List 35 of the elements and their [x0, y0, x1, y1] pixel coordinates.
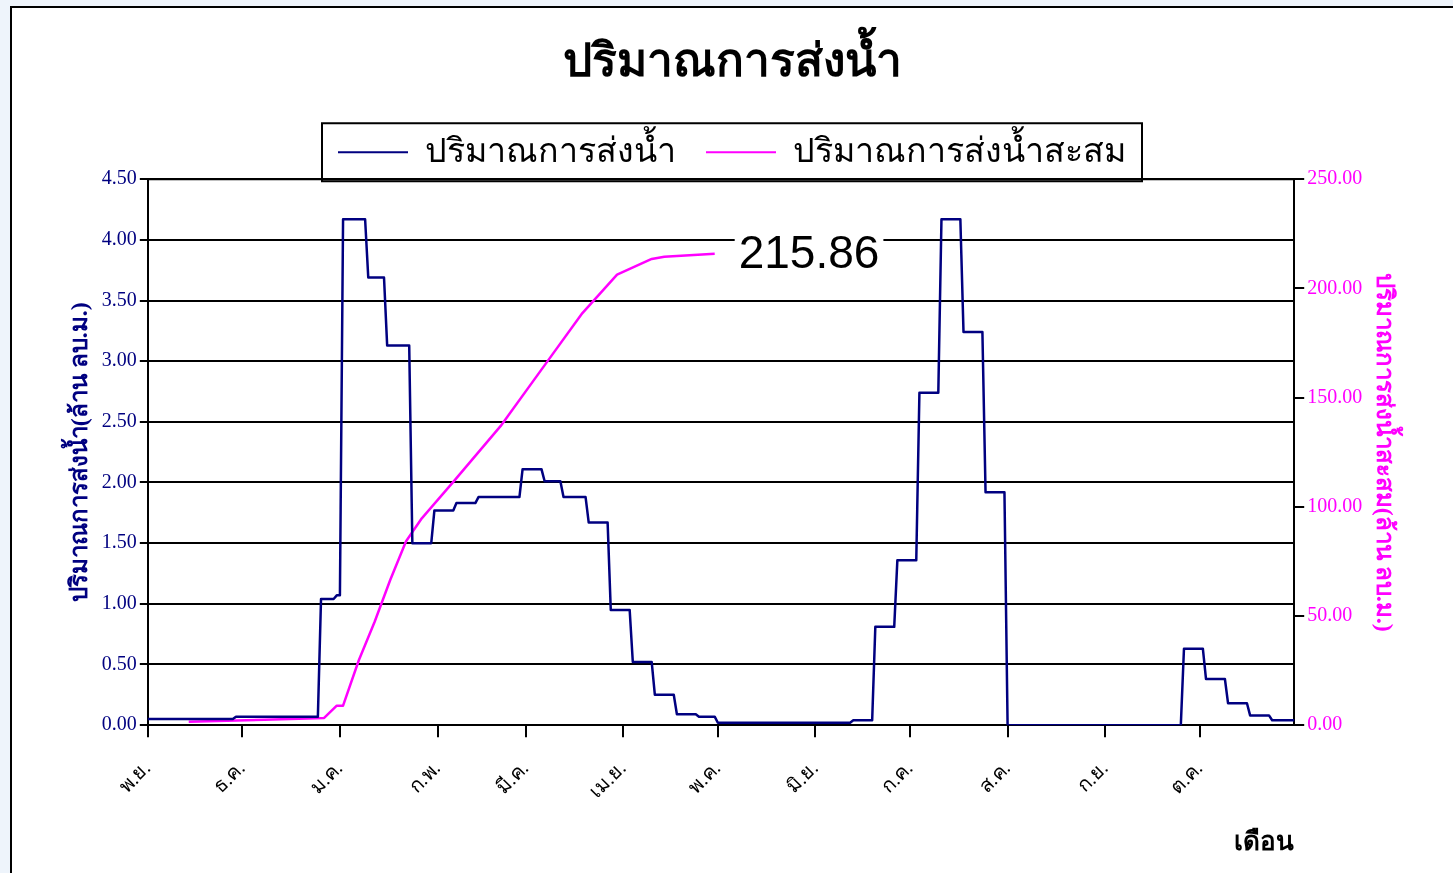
y-tick-label: 1.00 [101, 591, 137, 614]
y2-tick-label: 0.00 [1307, 712, 1343, 735]
x-tick-label: ก.พ. [403, 756, 445, 797]
chart-title: ปริมาณการส่งน้ำ [562, 26, 902, 87]
legend-label: ปริมาณการส่งน้ำสะสม [793, 125, 1126, 169]
y2-tick-label: 50.00 [1307, 603, 1353, 626]
legend-label: ปริมาณการส่งน้ำ [425, 125, 676, 169]
x-tick-label: พ.ย. [114, 756, 155, 797]
y-tick-label: 2.00 [101, 469, 137, 492]
x-tick-label: พ.ค. [683, 756, 725, 798]
y-tick-label: 4.50 [101, 166, 137, 189]
y-tick-label: 4.00 [101, 227, 137, 250]
y2-tick-label: 150.00 [1307, 384, 1363, 407]
y-axis-title: ปริมาณการส่งน้ำ(ล้าน ลบ.ม.) [59, 302, 92, 603]
x-tick-label: เม.ย. [584, 756, 630, 802]
x-tick-label: ม.ค. [305, 756, 347, 798]
y2-axis-title: ปริมาณการส่งน้ำสะสม(ล้าน ลบ.ม.) [1372, 272, 1405, 632]
x-tick-label: ต.ค. [1165, 756, 1207, 798]
y-tick-label: 1.50 [101, 530, 137, 553]
x-tick-label: ส.ค. [973, 756, 1015, 797]
x-tick-label: มี.ค. [491, 756, 533, 798]
x-tick-label: ก.ค. [876, 756, 917, 797]
y-tick-label: 2.50 [101, 409, 137, 432]
y2-tick-label: 250.00 [1307, 166, 1363, 189]
y-tick-label: 0.50 [101, 651, 137, 674]
y2-tick-label: 200.00 [1307, 275, 1363, 298]
y-tick-label: 3.00 [101, 348, 137, 371]
x-tick-label: ก.ย. [1072, 756, 1112, 797]
x-tick-label: มิ.ย. [781, 756, 823, 797]
x-axis-title: เดือน [1234, 827, 1295, 857]
x-tick-label: ธ.ค. [208, 756, 249, 797]
y-tick-label: 0.00 [101, 712, 137, 735]
y-tick-label: 3.50 [101, 287, 137, 310]
data-label: 215.86 [738, 226, 880, 279]
y2-tick-label: 100.00 [1307, 494, 1363, 517]
